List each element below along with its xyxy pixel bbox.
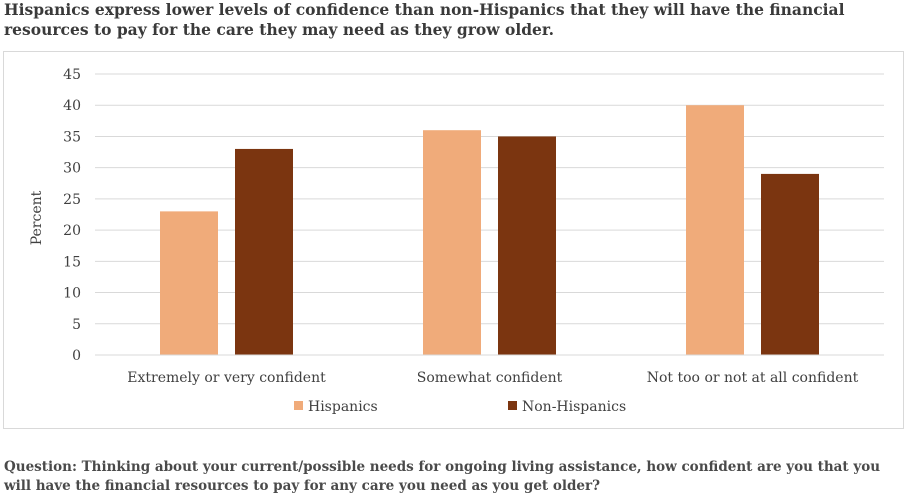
y-tick-label: 40 [63,98,81,114]
y-axis-ticks: 0 5 10 15 20 25 30 35 40 45 [63,67,81,364]
bar-non-hispanics-2 [761,173,819,355]
gridlines [95,73,884,325]
bar-hispanics-0 [160,211,218,355]
x-category-label: Not too or not at all confident [647,370,859,386]
bars [160,105,819,355]
bar-non-hispanics-1 [498,136,556,355]
bar-hispanics-1 [423,130,481,355]
x-axis-categories: Extremely or very confident Somewhat conf… [127,370,858,386]
y-tick-label: 45 [63,67,81,83]
legend-swatch-0 [294,401,303,410]
y-tick-label: 0 [72,348,81,364]
legend-label: Hispanics [308,399,378,415]
chart-title: Hispanics express lower levels of confid… [4,0,845,39]
y-tick-label: 10 [63,286,81,302]
legend-swatch-1 [508,401,517,410]
legend-label: Non-Hispanics [522,399,626,415]
y-tick-label: 35 [63,129,81,145]
legend: Hispanics Non-Hispanics [294,399,626,415]
x-category-label: Somewhat confident [417,370,563,386]
y-tick-label: 20 [63,223,81,239]
y-tick-label: 30 [63,161,81,177]
chart-frame [3,51,904,429]
y-tick-label: 15 [63,254,81,270]
y-tick-label: 5 [72,317,81,333]
bar-non-hispanics-0 [235,148,293,355]
bar-hispanics-2 [686,105,744,355]
question-note: Question: Thinking about your current/po… [4,459,881,494]
y-tick-label: 25 [63,192,81,208]
x-category-label: Extremely or very confident [127,370,326,386]
y-axis-label: Percent [29,190,45,245]
